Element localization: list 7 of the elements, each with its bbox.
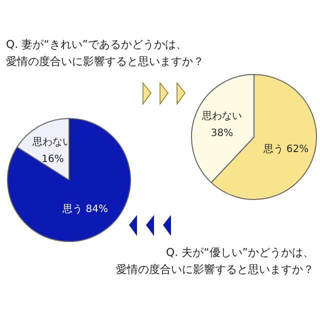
data-label: 16%	[42, 154, 64, 165]
text: Q. 夫が“優しい”かどうかは、愛情の度合いに影響すると思いますか？	[116, 245, 314, 278]
slice-label: 思わない	[201, 110, 242, 122]
slice-label: 思う 84%	[62, 204, 108, 216]
slice-label: 思う 62%	[262, 144, 309, 156]
chart-title: Q. 妻が“きれい”であるかどうかは、愛情の度合いに影響すると思いますか？	[6, 37, 204, 70]
data-label: 38%	[210, 128, 234, 139]
